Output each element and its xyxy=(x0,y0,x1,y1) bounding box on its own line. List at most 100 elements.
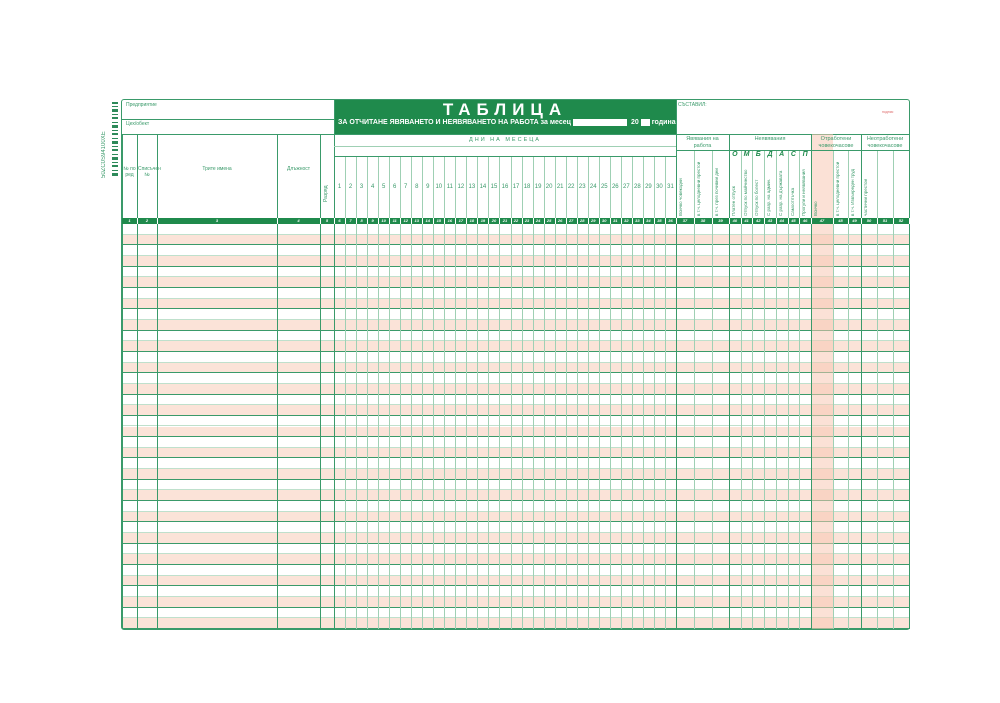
absence-group-header: Неявявания xyxy=(754,136,786,142)
day-header: 18 xyxy=(523,184,531,190)
column-number: 51 xyxy=(882,218,888,223)
table-row xyxy=(122,352,909,363)
year-prefix: 20 xyxy=(630,119,639,126)
table-row xyxy=(122,533,909,544)
worked-total-column xyxy=(811,134,833,629)
absence-code-letter: О xyxy=(732,151,738,158)
day-header: 9 xyxy=(426,184,430,190)
attendance-column-header: в т.ч. целодневни престои xyxy=(696,161,701,216)
column-number: 47 xyxy=(819,218,825,223)
column-number: 50 xyxy=(866,218,872,223)
table-row xyxy=(122,544,909,555)
day-header: 17 xyxy=(512,184,520,190)
table-row xyxy=(122,405,909,416)
absence-code-letter: Б xyxy=(755,151,761,158)
column-number: 48 xyxy=(838,218,843,223)
column-number: 19 xyxy=(480,218,486,223)
table-row xyxy=(122,511,909,523)
header-position: Длъжност xyxy=(286,166,311,172)
days-header: ДНИ НА МЕСЕЦА xyxy=(469,137,541,143)
column-number: 11 xyxy=(392,218,397,223)
day-header: 23 xyxy=(578,184,586,190)
column-number: 45 xyxy=(791,218,796,223)
table-row xyxy=(122,458,909,470)
day-header: 16 xyxy=(501,184,509,190)
absence-column-header: Отпуск по майчинство xyxy=(742,169,748,216)
worked-column-header: в т.ч. целодневни престои xyxy=(835,161,840,216)
day-header: 3 xyxy=(359,184,364,190)
day-header: 8 xyxy=(415,184,419,190)
table-row xyxy=(122,554,909,566)
table-row xyxy=(122,267,909,278)
day-header: 21 xyxy=(556,184,564,190)
day-header: 4 xyxy=(370,184,375,190)
column-number: 27 xyxy=(568,218,574,223)
table-row xyxy=(122,480,909,491)
column-number: 39 xyxy=(718,218,723,223)
header-grade: Разряд xyxy=(323,185,329,202)
column-number-strip xyxy=(122,218,909,224)
column-number: 17 xyxy=(458,218,464,223)
table-row xyxy=(122,608,909,619)
table-row xyxy=(122,565,909,576)
column-number: 44 xyxy=(779,218,784,223)
table-row xyxy=(122,309,909,320)
column-number: 32 xyxy=(624,218,629,223)
table-row xyxy=(122,224,909,235)
day-header: 22 xyxy=(567,184,575,190)
day-header: 30 xyxy=(656,184,663,190)
column-number: 4 xyxy=(297,218,300,223)
table-row xyxy=(122,383,909,395)
attendance-column-header: Всичко човекодни xyxy=(678,178,683,216)
column-number: 35 xyxy=(657,218,662,223)
day-header: 11 xyxy=(446,184,453,190)
table-row xyxy=(122,298,909,310)
column-number: 6 xyxy=(338,218,341,223)
month-field[interactable] xyxy=(572,119,627,126)
year-suffix: година xyxy=(651,119,676,126)
column-number: 28 xyxy=(579,218,585,223)
day-header: 10 xyxy=(435,184,443,190)
form-subtitle: ЗА ОТЧИТАНЕ ЯВЯВАНЕТО И НЕЯВЯВАНЕТО НА Р… xyxy=(338,119,571,126)
column-number: 49 xyxy=(852,218,857,223)
day-header: 28 xyxy=(634,184,641,190)
day-header: 5 xyxy=(381,184,386,190)
enterprise-label: Предприятие xyxy=(126,102,157,108)
column-number: 29 xyxy=(591,218,596,223)
column-number: 22 xyxy=(513,218,519,223)
column-number: 16 xyxy=(447,218,453,223)
day-header: 15 xyxy=(490,184,498,190)
column-number: 43 xyxy=(767,218,773,223)
column-number: 20 xyxy=(491,218,497,223)
absence-code-letter: С xyxy=(790,151,796,158)
worked-column-header: Всичко xyxy=(813,201,818,216)
day-header: 6 xyxy=(393,184,397,190)
column-number: 46 xyxy=(802,218,808,223)
title-block: ТАБЛИЦА ЗА ОТЧИТАНЕ ЯВЯВАНЕТО И НЕЯВЯВАН… xyxy=(334,100,676,134)
column-number: 3 xyxy=(215,218,219,223)
signature-label: подпис xyxy=(882,110,894,114)
column-number: 52 xyxy=(898,218,904,223)
column-number: 2 xyxy=(145,218,149,223)
table-row xyxy=(122,597,909,608)
column-number: 13 xyxy=(414,218,419,223)
table-row xyxy=(122,395,909,406)
table-row xyxy=(122,319,909,331)
header-names: Трите имена xyxy=(202,166,232,172)
column-number: 12 xyxy=(403,218,408,223)
day-header: 14 xyxy=(479,184,487,190)
table-row xyxy=(122,255,909,267)
year-field[interactable] xyxy=(640,119,650,126)
table-row xyxy=(122,447,909,459)
column-number: 21 xyxy=(502,218,508,223)
header-list-no: Списъчен № xyxy=(138,166,161,178)
header-row-no: № по ред xyxy=(123,166,136,178)
table-row xyxy=(122,490,909,502)
day-header: 24 xyxy=(589,184,597,190)
absence-column-header: Отпуск по болест xyxy=(754,179,760,216)
timesheet-form: Предприятие Цех/обект ТАБЛИЦА ЗА ОТЧИТАН… xyxy=(121,99,910,630)
column-number: 31 xyxy=(613,218,618,223)
department-label: Цех/обект xyxy=(126,121,150,127)
column-number: 23 xyxy=(524,218,530,223)
column-number: 18 xyxy=(469,218,475,223)
